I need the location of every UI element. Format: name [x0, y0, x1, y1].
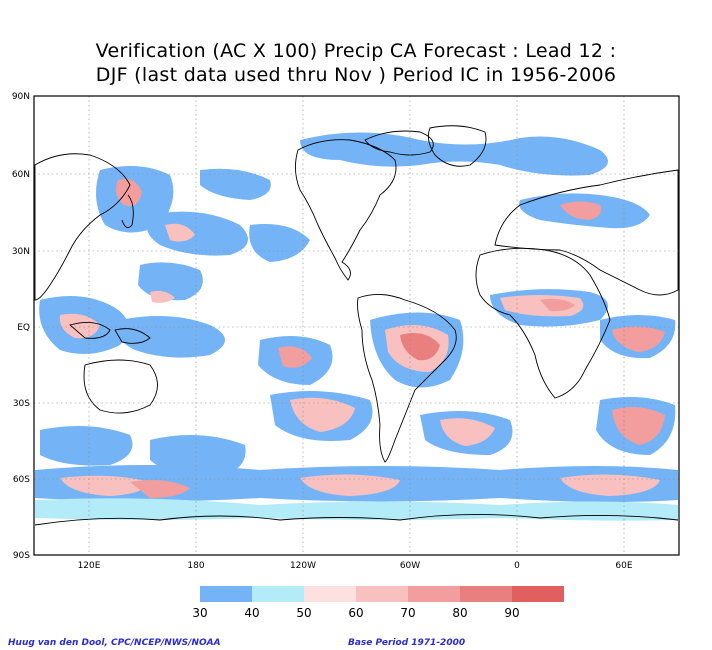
colorbar-swatch-3 [304, 586, 356, 602]
colorbar-swatch-5 [408, 586, 460, 602]
colorbar-label-80: 80 [452, 606, 467, 620]
colorbar-swatch-2 [252, 586, 304, 602]
colorbar-label-60: 60 [348, 606, 363, 620]
base-period-note: Base Period 1971-2000 [348, 638, 466, 648]
lat-label-90s: 90S [13, 551, 30, 561]
lon-label-60e: 60E [615, 561, 632, 571]
colorbar-label-70: 70 [400, 606, 415, 620]
map-title-line-2: DJF (last data used thru Nov ) Period IC… [95, 64, 617, 86]
lat-label-60n: 60N [12, 170, 30, 180]
lon-label-0: 0 [514, 561, 520, 571]
colorbar-swatch-7 [512, 586, 564, 602]
author-credit: Huug van den Dool, CPC/NCEP/NWS/NOAA [8, 638, 221, 648]
lat-label-eq: EQ [17, 323, 30, 333]
colorbar-labels: 30 40 50 60 70 80 90 [192, 606, 519, 620]
latitude-labels: 90N 60N 30N EQ 30S 60S 90S [12, 92, 30, 561]
verification-shading [35, 132, 678, 521]
colorbar-swatch-1 [200, 586, 252, 602]
longitude-labels: 120E 180 120W 60W 0 60E [78, 561, 633, 571]
map-title-line-1: Verification (AC X 100) Precip CA Foreca… [95, 40, 617, 62]
colorbar-label-40: 40 [244, 606, 259, 620]
lat-label-30n: 30N [12, 247, 30, 257]
coastlines [34, 125, 679, 526]
colorbar [200, 586, 564, 602]
lat-lon-grid [34, 96, 679, 555]
lon-label-120w: 120W [290, 561, 316, 571]
lon-label-120e: 120E [78, 561, 101, 571]
lon-label-180: 180 [187, 561, 204, 571]
lat-label-60s: 60S [13, 475, 30, 485]
lat-label-90n: 90N [12, 92, 30, 102]
colorbar-label-30: 30 [192, 606, 207, 620]
lat-label-30s: 30S [13, 399, 30, 409]
colorbar-label-90: 90 [504, 606, 519, 620]
map-frame [33, 95, 680, 556]
colorbar-swatch-6 [460, 586, 512, 602]
lon-label-60w: 60W [400, 561, 420, 571]
colorbar-label-50: 50 [296, 606, 311, 620]
colorbar-swatch-4 [356, 586, 408, 602]
